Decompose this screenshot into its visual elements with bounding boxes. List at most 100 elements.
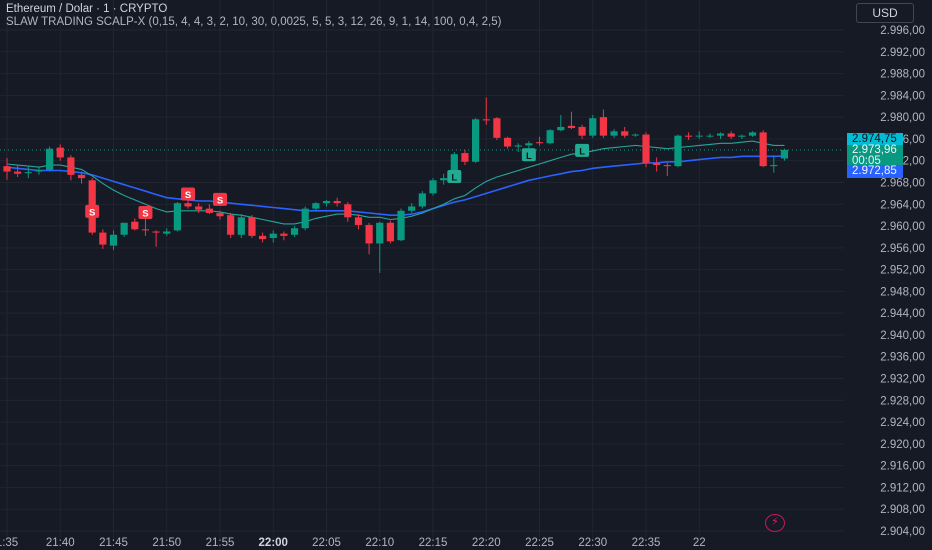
- price-tick-label: 2.952,00: [880, 265, 925, 277]
- candle-body: [397, 210, 405, 241]
- candle-body: [748, 132, 757, 136]
- candle-body: [525, 143, 533, 146]
- long-signal-badge: [521, 148, 536, 162]
- candle-body: [67, 157, 75, 175]
- ema-fast-line: [6, 140, 785, 225]
- candle-body: [461, 153, 469, 162]
- price-tick-label: 2.940,00: [880, 330, 925, 342]
- candle-body: [503, 137, 512, 147]
- price-tick-label: 2.988,00: [880, 69, 925, 81]
- candle-body: [163, 231, 171, 234]
- candle-body: [589, 118, 597, 136]
- candle-body: [408, 206, 416, 211]
- candle-body: [205, 208, 213, 213]
- price-tick-label: 2.944,00: [880, 308, 925, 320]
- long-signal-label: L: [451, 173, 457, 184]
- candle-body: [450, 154, 458, 179]
- long-signal-badge: [575, 143, 590, 157]
- candle-body: [237, 217, 245, 235]
- candle-body: [567, 125, 576, 129]
- candle-body: [621, 131, 629, 136]
- candle-body: [14, 171, 22, 174]
- long-signal-badge: [447, 170, 462, 184]
- price-tick-label: 2.980,00: [880, 112, 925, 124]
- short-signal-label: S: [142, 208, 148, 219]
- short-signal-badge: [213, 192, 227, 206]
- price-tick-label: 2.996,00: [880, 25, 925, 37]
- time-tick-label: 22:00: [259, 537, 288, 549]
- candle-body: [301, 208, 309, 229]
- time-tick-label: 22:30: [578, 537, 607, 549]
- currency-button[interactable]: USD: [856, 3, 914, 23]
- candle-body: [152, 231, 160, 233]
- candle-body: [56, 147, 64, 158]
- candle-body: [386, 222, 394, 242]
- time-tick-label: 22:05: [312, 537, 341, 549]
- time-tick-label: 22:35: [632, 537, 661, 549]
- candle-body: [280, 233, 288, 236]
- candle-body: [535, 142, 544, 144]
- symbol-title[interactable]: Ethereum / Dolar · 1 · CRYPTO: [6, 3, 168, 15]
- candle-body: [440, 178, 448, 181]
- candle-body: [269, 233, 277, 239]
- price-tick-label: 2.908,00: [880, 504, 925, 516]
- candle-body: [333, 200, 341, 204]
- time-axis: [0, 538, 844, 550]
- price-tick-label: 2.948,00: [880, 286, 925, 298]
- candle-body: [227, 215, 235, 235]
- current-price-label: 2.973,96 00:05: [847, 145, 903, 166]
- candle-body: [578, 126, 586, 136]
- short-signal-label: S: [217, 195, 223, 206]
- candle-body: [514, 145, 522, 147]
- candle-body: [631, 134, 639, 136]
- candle-body: [216, 212, 224, 217]
- time-tick-label: 21:40: [46, 537, 75, 549]
- candle-body: [599, 117, 607, 136]
- candle-body: [173, 203, 181, 231]
- price-tick-label: 2.956,00: [880, 243, 925, 255]
- candle-body: [131, 221, 139, 230]
- lightning-icon[interactable]: ⚡: [765, 514, 785, 532]
- time-tick-label: 22: [693, 537, 706, 549]
- candle-body: [3, 166, 11, 172]
- candle-body: [642, 134, 650, 163]
- short-signal-badge: [138, 205, 153, 219]
- candle-body: [35, 169, 43, 172]
- price-tick-label: 2.928,00: [880, 395, 925, 407]
- ema-slow-line: [6, 155, 785, 216]
- time-tick-label: 21:50: [152, 537, 181, 549]
- candle-body: [663, 165, 671, 167]
- price-tick-label: 2.912,00: [880, 482, 925, 494]
- candle-body: [184, 203, 192, 207]
- candle-body: [46, 148, 54, 170]
- price-tick-label: 2.964,00: [880, 199, 925, 211]
- candle-body: [120, 222, 128, 235]
- candle-body: [653, 162, 661, 166]
- candle-body: [109, 234, 118, 246]
- short-signal-badge: [181, 187, 196, 201]
- candle-body: [557, 126, 565, 131]
- short-signal-label: S: [185, 190, 191, 201]
- price-tick-label: 2.968,00: [880, 177, 925, 189]
- price-tick-label: 2.992,00: [880, 47, 925, 59]
- price-tick-label: 2.916,00: [880, 461, 925, 473]
- time-tick-label: 22:10: [365, 537, 394, 549]
- candle-body: [674, 135, 682, 167]
- candle-body: [429, 180, 437, 194]
- time-tick-label: 22:20: [472, 537, 501, 549]
- indicator-legend[interactable]: SLAW TRADING SCALP-X (0,15, 4, 4, 3, 2, …: [6, 16, 502, 28]
- candle-body: [376, 222, 384, 244]
- candle-body: [493, 118, 501, 138]
- time-tick-label: 21:45: [99, 537, 128, 549]
- price-tick-label: 2.936,00: [880, 352, 925, 364]
- candle-body: [716, 133, 725, 136]
- time-tick-label: 22:25: [525, 537, 554, 549]
- bar-countdown: 00:05: [852, 154, 881, 167]
- ema-fast-price-label: 2.974,75: [847, 133, 903, 146]
- price-axis: [844, 0, 932, 550]
- candle-body: [610, 131, 618, 136]
- candle-body: [354, 217, 363, 225]
- candle-body: [99, 232, 107, 245]
- long-signal-label: L: [579, 146, 585, 157]
